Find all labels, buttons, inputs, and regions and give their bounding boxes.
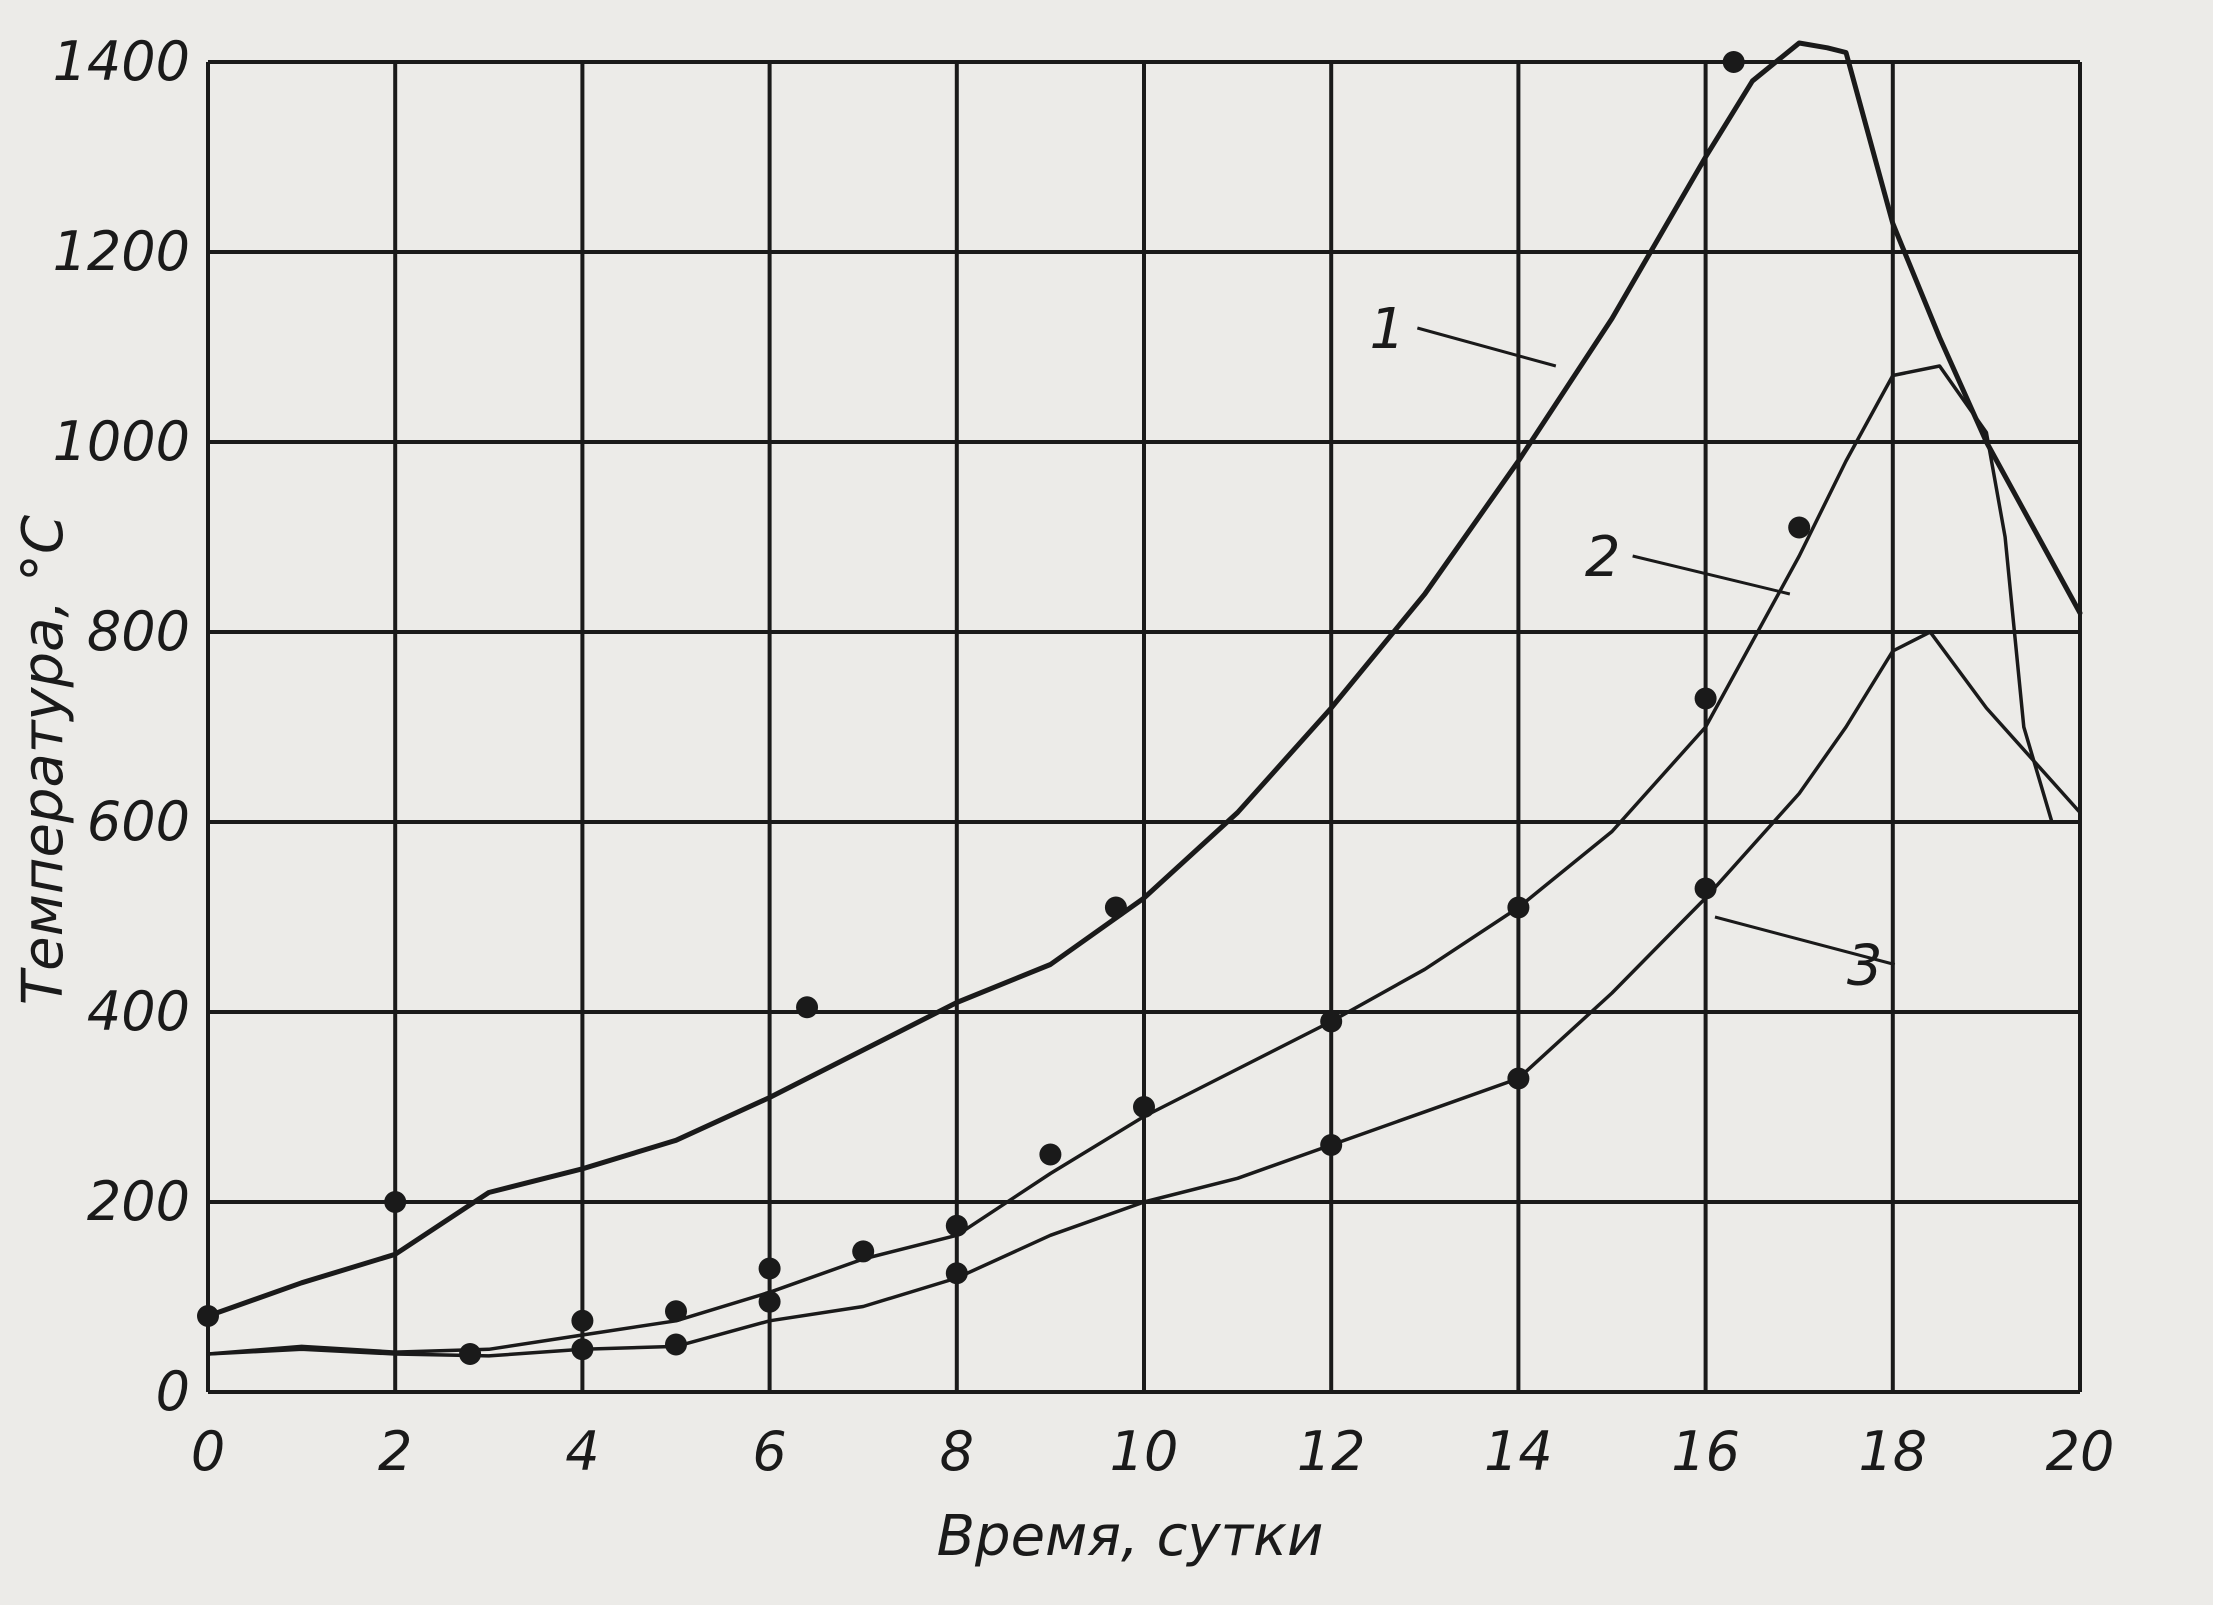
y-tick-label-200: 200: [87, 1170, 190, 1233]
x-tick-label-10: 10: [1110, 1420, 1179, 1483]
data-point-3-5: [1507, 1067, 1530, 1090]
data-point-3-2: [758, 1290, 781, 1313]
data-point-3-6: [1694, 877, 1717, 900]
y-tick-label-800: 800: [87, 600, 190, 663]
y-tick-label-1000: 1000: [53, 410, 190, 473]
data-point-2-1: [571, 1309, 594, 1332]
x-tick-label-14: 14: [1484, 1420, 1553, 1483]
x-tick-label-4: 4: [565, 1420, 599, 1483]
x-tick-label-6: 6: [752, 1420, 786, 1483]
data-point-2-5: [945, 1214, 968, 1237]
x-axis-title: Время, сутки: [937, 1504, 1324, 1569]
data-point-2-4: [852, 1240, 875, 1263]
data-point-2-8: [1320, 1010, 1343, 1033]
y-tick-label-600: 600: [87, 790, 190, 853]
curve-label-2: 2: [1585, 525, 1621, 590]
data-point-2-7: [1133, 1096, 1155, 1118]
data-point-2-3: [758, 1257, 781, 1280]
curve-leader-2: [1632, 554, 1791, 596]
y-axis-title: Температура, °С: [11, 515, 76, 1005]
tick-labels: 0 2 4 6 8 10 12 14 16 18 2002004006008001000120014…: [53, 30, 2115, 1483]
x-tick-label-20: 20: [2046, 1420, 2115, 1483]
data-points: [197, 51, 1811, 1365]
series-line-3: [206, 630, 2082, 1358]
curve-label-1: 1: [1370, 297, 1406, 362]
series-line-1: [205, 40, 2083, 1319]
x-tick-label-8: 8: [940, 1420, 974, 1483]
x-tick-label-2: 2: [378, 1420, 412, 1483]
y-tick-label-400: 400: [87, 980, 190, 1043]
data-point-1-4: [1722, 51, 1745, 73]
curve-labels: 1 2 3: [1370, 297, 1896, 999]
data-point-1-0: [197, 1305, 219, 1327]
y-tick-label-1400: 1400: [53, 30, 190, 93]
data-point-2-0: [459, 1343, 482, 1365]
y-tick-label-1200: 1200: [53, 220, 190, 283]
x-tick-label-12: 12: [1297, 1420, 1366, 1483]
data-point-2-6: [1039, 1143, 1062, 1166]
x-tick-label-16: 16: [1671, 1420, 1740, 1483]
x-tick-label-0: 0: [191, 1420, 225, 1483]
data-point-2-9: [1507, 896, 1530, 919]
data-point-3-3: [945, 1262, 968, 1285]
x-tick-label-18: 18: [1858, 1420, 1927, 1483]
curve-leader-1: [1416, 326, 1557, 368]
data-point-2-11: [1788, 516, 1811, 539]
data-point-3-4: [1320, 1134, 1343, 1156]
curve-label-3: 3: [1847, 934, 1883, 999]
data-point-2-2: [665, 1300, 687, 1323]
data-point-1-3: [1104, 896, 1127, 919]
data-point-2-10: [1694, 687, 1717, 710]
data-point-1-2: [796, 996, 819, 1019]
data-point-3-0: [571, 1338, 594, 1361]
data-point-3-1: [665, 1333, 687, 1356]
data-point-1-1: [384, 1191, 407, 1213]
y-tick-label-0: 0: [156, 1360, 190, 1423]
curve-leader-3: [1714, 915, 1896, 966]
